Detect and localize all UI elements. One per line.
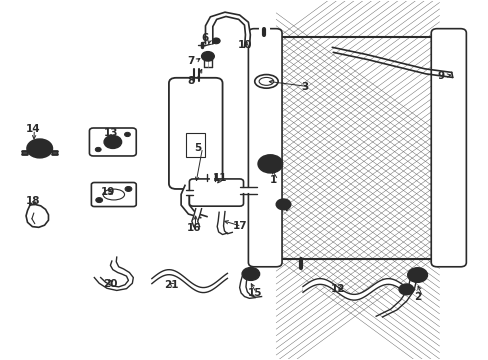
FancyBboxPatch shape (91, 183, 136, 207)
Text: 16: 16 (186, 223, 201, 233)
Circle shape (276, 199, 290, 210)
Polygon shape (181, 185, 206, 218)
Text: 3: 3 (301, 82, 307, 92)
Text: 1: 1 (269, 175, 276, 185)
Circle shape (27, 139, 52, 158)
Circle shape (201, 51, 214, 61)
Text: 21: 21 (164, 280, 179, 291)
Circle shape (124, 132, 130, 136)
Text: 2: 2 (413, 292, 420, 302)
Bar (185, 134, 205, 157)
Text: 6: 6 (201, 33, 208, 43)
Text: 12: 12 (330, 284, 344, 294)
Polygon shape (191, 209, 201, 226)
Circle shape (96, 198, 102, 203)
FancyBboxPatch shape (89, 128, 136, 156)
Circle shape (212, 38, 220, 44)
Ellipse shape (259, 77, 273, 85)
FancyBboxPatch shape (248, 29, 282, 267)
Text: 17: 17 (232, 221, 247, 231)
Text: 5: 5 (193, 143, 201, 153)
Text: 15: 15 (247, 288, 262, 298)
Text: 9: 9 (437, 71, 444, 81)
Ellipse shape (254, 75, 278, 88)
Circle shape (95, 147, 101, 152)
Polygon shape (217, 212, 232, 234)
Text: 18: 18 (25, 196, 40, 206)
Text: 14: 14 (25, 125, 40, 134)
Circle shape (33, 143, 46, 153)
FancyBboxPatch shape (189, 179, 243, 206)
Text: 10: 10 (238, 40, 252, 50)
Circle shape (125, 186, 132, 192)
Circle shape (104, 135, 122, 148)
Text: 13: 13 (103, 129, 118, 138)
Text: 19: 19 (101, 187, 115, 197)
Circle shape (242, 267, 259, 280)
Bar (276, 37, 439, 259)
Circle shape (258, 155, 282, 173)
FancyBboxPatch shape (168, 78, 222, 189)
Text: 7: 7 (186, 56, 194, 66)
Polygon shape (205, 12, 250, 47)
Circle shape (398, 284, 413, 295)
Circle shape (407, 268, 427, 282)
Text: 8: 8 (186, 76, 194, 86)
Text: 11: 11 (213, 173, 227, 183)
Text: 20: 20 (103, 279, 118, 289)
Text: 4: 4 (281, 203, 288, 213)
FancyBboxPatch shape (430, 29, 466, 267)
